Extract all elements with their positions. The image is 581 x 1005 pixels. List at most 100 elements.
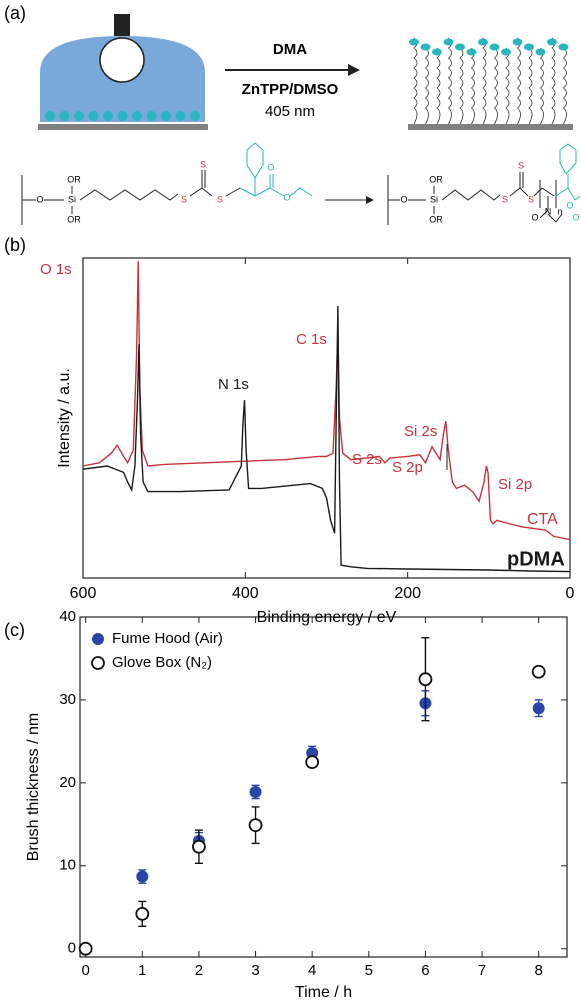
chain-end bbox=[432, 48, 442, 56]
polymer-chain bbox=[436, 47, 441, 125]
substrate bbox=[38, 124, 208, 130]
atom-label: S bbox=[200, 159, 206, 169]
atom-label: O bbox=[572, 212, 579, 222]
arrow-head bbox=[348, 64, 360, 76]
spectrum-line bbox=[82, 305, 571, 573]
chain-end bbox=[420, 43, 431, 51]
legend-label: Fume Hood (Air) bbox=[112, 630, 223, 647]
chain-end bbox=[547, 38, 557, 46]
chain-end bbox=[489, 43, 500, 51]
data-point bbox=[532, 702, 545, 715]
atom-label: O bbox=[283, 192, 290, 202]
y-axis-label: Intensity / a.u. bbox=[56, 368, 73, 468]
x-axis-label: Binding energy / eV bbox=[257, 609, 397, 626]
series-label: pDMA bbox=[507, 548, 565, 570]
polymer-chain bbox=[459, 47, 464, 125]
atom-label: Si bbox=[430, 194, 438, 204]
chain-end bbox=[466, 48, 477, 56]
y-tick-label: 10 bbox=[59, 857, 76, 874]
x-tick-label: 6 bbox=[421, 962, 429, 979]
y-tick-label: 20 bbox=[59, 774, 76, 791]
lamp bbox=[99, 37, 145, 83]
chain-end bbox=[443, 38, 454, 46]
cta-dot bbox=[190, 111, 200, 121]
x-tick-label: 7 bbox=[478, 962, 486, 979]
peak-label: O 1s bbox=[40, 261, 72, 278]
x-tick-label: 2 bbox=[195, 962, 203, 979]
x-tick-label: 400 bbox=[232, 585, 259, 602]
cta-dot bbox=[146, 111, 157, 121]
chain-end bbox=[558, 43, 569, 51]
peak-label: C 1s bbox=[296, 331, 327, 348]
polymer-chain bbox=[528, 47, 533, 125]
data-point bbox=[135, 906, 150, 921]
cta-dot bbox=[59, 111, 70, 121]
atom-label: O bbox=[400, 194, 407, 204]
data-point bbox=[192, 839, 206, 854]
y-tick-label: 30 bbox=[59, 691, 76, 708]
atom-label: S bbox=[181, 194, 187, 204]
x-tick-label: 5 bbox=[365, 962, 373, 979]
polymer-chain bbox=[562, 47, 567, 125]
panel-label: (c) bbox=[4, 620, 25, 640]
panel-label: (a) bbox=[4, 3, 26, 23]
atom-label: OR bbox=[429, 214, 443, 224]
y-tick-label: 40 bbox=[59, 608, 76, 625]
data-point bbox=[136, 870, 149, 883]
x-tick-label: 600 bbox=[70, 585, 97, 602]
chain-end bbox=[478, 38, 488, 46]
cta-dot bbox=[74, 111, 84, 121]
polymer-chain bbox=[447, 37, 452, 125]
substrate bbox=[408, 124, 573, 130]
legend-marker bbox=[92, 633, 104, 645]
atom-label: O bbox=[36, 194, 43, 204]
polymer-chain bbox=[505, 47, 510, 125]
cta-dot bbox=[45, 111, 55, 121]
polymer-chain bbox=[539, 47, 544, 125]
peak-label: S 2s bbox=[352, 451, 382, 468]
chain-end bbox=[512, 38, 523, 46]
atom-label: S bbox=[217, 194, 223, 204]
cta-dot bbox=[161, 111, 171, 121]
polymer-chain bbox=[551, 37, 556, 125]
data-point bbox=[249, 785, 262, 798]
cta-dot bbox=[103, 111, 113, 121]
polymer-chain bbox=[470, 47, 475, 125]
legend-marker bbox=[91, 656, 105, 670]
chain-end bbox=[501, 48, 511, 56]
atom-label: OR bbox=[67, 214, 81, 224]
series-label: CTA bbox=[527, 511, 558, 528]
reactant-structure bbox=[21, 170, 241, 225]
chain-end bbox=[535, 48, 546, 56]
y-tick-label: 0 bbox=[68, 940, 76, 957]
atom-label: S bbox=[528, 194, 534, 204]
legend-label: Glove Box (N₂) bbox=[112, 654, 212, 671]
data-point bbox=[418, 672, 433, 687]
data-point bbox=[248, 818, 263, 833]
cta-dot bbox=[88, 111, 99, 121]
x-tick-label: 8 bbox=[535, 962, 543, 979]
polymer-chain bbox=[482, 37, 487, 125]
arrow-head bbox=[366, 196, 374, 204]
x-tick-label: 200 bbox=[394, 585, 421, 602]
peak-label: Si 2p bbox=[498, 476, 532, 493]
atom-label: S bbox=[502, 194, 508, 204]
product-cta bbox=[555, 143, 581, 201]
lamp-base bbox=[114, 14, 130, 36]
x-tick-label: 1 bbox=[138, 962, 146, 979]
atom-label: OR bbox=[67, 174, 81, 184]
polymer-chain bbox=[413, 37, 418, 125]
panel-label: (b) bbox=[4, 235, 26, 255]
polymer-chain bbox=[424, 47, 429, 125]
atom-label: O bbox=[531, 212, 538, 222]
polymer-brushes bbox=[409, 37, 569, 129]
plot-frame bbox=[82, 257, 571, 579]
product-structure bbox=[387, 172, 563, 225]
peak-label: Si 2s bbox=[404, 423, 437, 440]
chain-end bbox=[524, 43, 534, 51]
x-tick-label: 3 bbox=[251, 962, 259, 979]
cta-dot bbox=[132, 111, 142, 121]
atom-label: OR bbox=[429, 174, 443, 184]
cta-dot bbox=[175, 111, 186, 121]
